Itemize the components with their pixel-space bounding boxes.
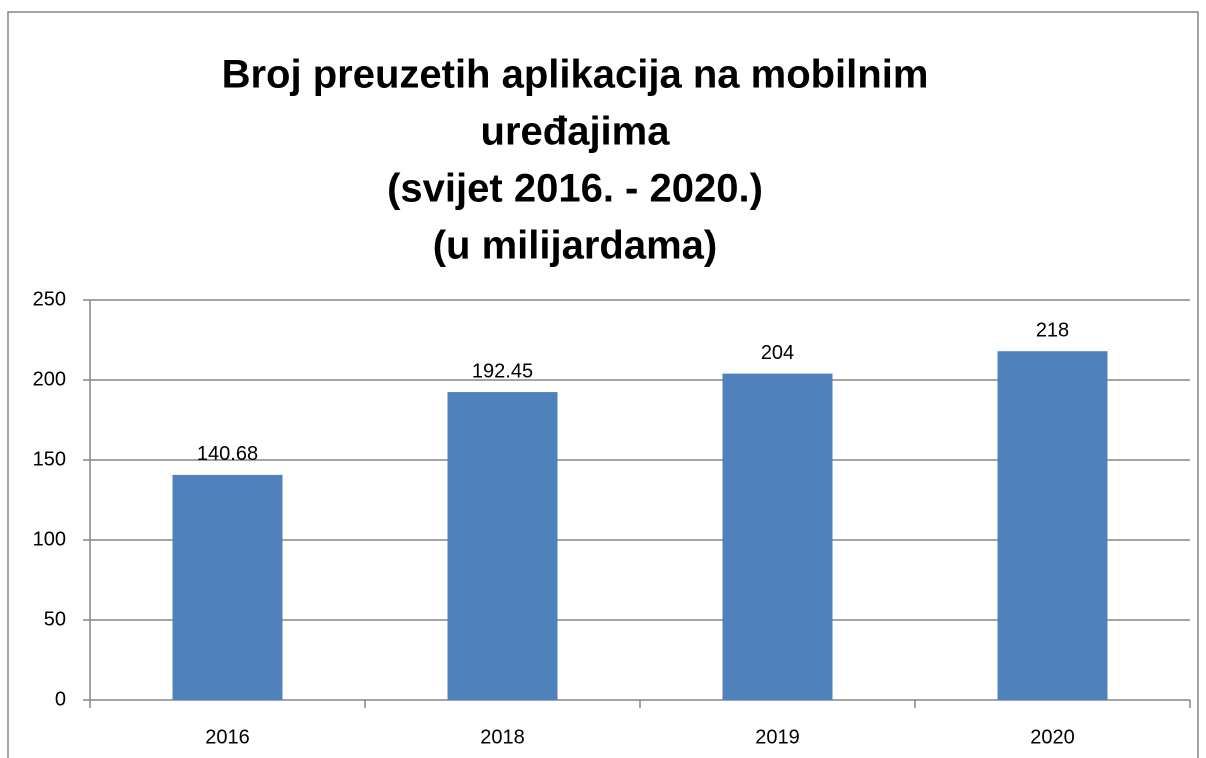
x-tick-label: 2019	[755, 726, 800, 748]
chart-title: (u milijardama)	[433, 224, 718, 268]
y-tick-label: 100	[33, 528, 66, 550]
y-tick-label: 50	[44, 608, 66, 630]
y-tick-label: 200	[33, 368, 66, 390]
y-tick-label: 0	[55, 688, 66, 710]
chart-title: Broj preuzetih aplikacija na mobilnim	[222, 53, 929, 97]
y-tick-label: 250	[33, 288, 66, 310]
x-tick-label: 2016	[205, 726, 250, 748]
data-label: 204	[761, 342, 794, 364]
y-tick-label: 150	[33, 448, 66, 470]
x-tick-label: 2020	[1030, 726, 1075, 748]
data-label: 218	[1036, 319, 1069, 341]
bar	[447, 392, 558, 700]
chart-title: uređajima	[481, 110, 671, 154]
data-label: 140.68	[197, 443, 258, 465]
data-label: 192.45	[472, 360, 533, 382]
bar	[997, 351, 1108, 700]
bar	[722, 373, 833, 700]
chart-title: (svijet 2016. - 2020.)	[387, 167, 763, 211]
bar	[172, 474, 283, 700]
x-tick-label: 2018	[480, 726, 525, 748]
